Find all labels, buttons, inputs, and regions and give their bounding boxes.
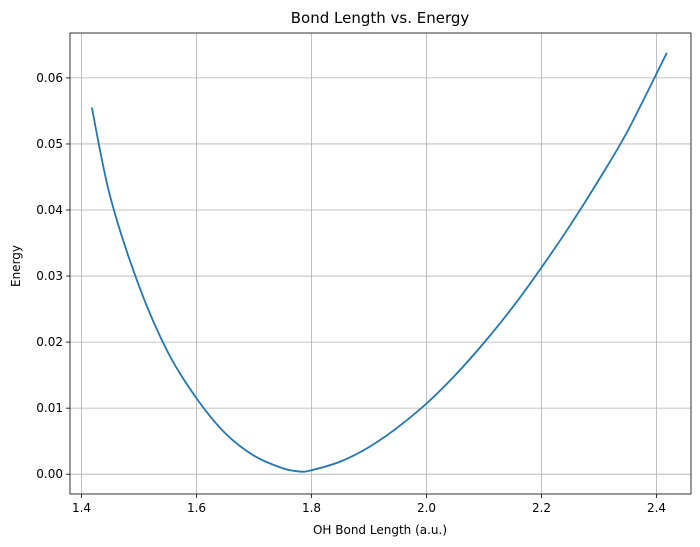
series-line [90,52,668,473]
x-tick-label: 1.8 [302,501,321,515]
x-axis-label: OH Bond Length (a.u.) [313,523,447,537]
x-axis: 1.4 1.6 1.8 2.0 2.2 2.4 [72,494,666,515]
x-tick-label: 1.6 [187,501,206,515]
y-tick-label: 0.05 [36,137,63,151]
y-axis: 0.00 0.01 0.02 0.03 0.04 0.05 0.06 [36,71,70,481]
y-tick-label: 0.06 [36,71,63,85]
x-tick-label: 2.0 [417,501,436,515]
chart-title: Bond Length vs. Energy [291,9,470,27]
y-axis-label: Energy [9,245,23,287]
y-tick-label: 0.03 [36,269,63,283]
plot-frame [69,32,692,495]
grid [70,33,691,494]
x-tick-label: 2.2 [532,501,551,515]
y-tick-label: 0.02 [36,335,63,349]
x-tick-label: 1.4 [72,501,91,515]
y-tick-label: 0.00 [36,467,63,481]
x-tick-label: 2.4 [647,501,666,515]
y-tick-label: 0.04 [36,203,63,217]
y-tick-label: 0.01 [36,401,63,415]
series-layer [90,52,668,473]
